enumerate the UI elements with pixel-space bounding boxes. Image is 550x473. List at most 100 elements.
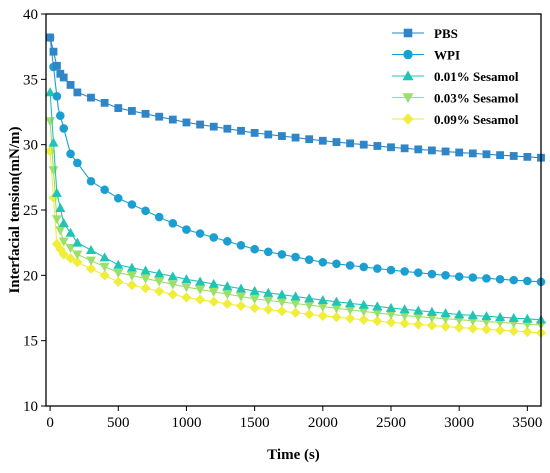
data-point xyxy=(332,138,341,146)
data-point xyxy=(468,149,477,158)
data-point xyxy=(372,315,383,327)
legend-item: WPI xyxy=(392,48,460,63)
data-point xyxy=(481,311,492,321)
data-point xyxy=(345,261,355,270)
data-point xyxy=(55,226,66,236)
data-point xyxy=(440,308,451,318)
data-point xyxy=(222,290,233,300)
data-point xyxy=(276,289,287,299)
data-point xyxy=(141,206,150,216)
data-point xyxy=(263,287,274,297)
data-point xyxy=(385,317,397,328)
data-point xyxy=(441,147,450,156)
data-point xyxy=(509,152,518,160)
data-point xyxy=(167,289,178,300)
data-point xyxy=(413,268,423,278)
data-point xyxy=(128,107,136,115)
data-point xyxy=(182,118,191,127)
data-point xyxy=(126,279,138,291)
data-point xyxy=(195,285,206,295)
data-point xyxy=(222,298,233,309)
x-tick-label: 500 xyxy=(107,415,130,431)
legend-label: 0.03% Sesamol xyxy=(434,91,519,106)
data-point xyxy=(85,244,97,254)
legend-label: 0.01% Sesamol xyxy=(434,69,519,84)
data-point xyxy=(223,124,232,133)
data-point xyxy=(413,305,424,315)
data-point xyxy=(317,295,328,305)
data-point xyxy=(58,217,69,227)
data-point xyxy=(55,202,66,212)
data-point xyxy=(331,312,342,323)
data-point xyxy=(73,88,82,97)
data-point xyxy=(304,255,314,264)
data-point xyxy=(304,293,315,303)
data-point xyxy=(276,306,288,317)
data-point xyxy=(522,313,533,323)
y-tick-label: 25 xyxy=(23,203,38,219)
data-point xyxy=(523,152,532,161)
legend-item: PBS xyxy=(392,26,458,41)
data-point xyxy=(508,312,519,322)
data-point xyxy=(359,262,369,272)
data-point xyxy=(399,318,410,329)
data-point xyxy=(426,306,437,316)
x-tick-label: 2500 xyxy=(376,415,406,431)
data-point xyxy=(508,325,519,337)
data-point xyxy=(154,277,165,287)
data-point xyxy=(126,262,137,272)
data-point xyxy=(249,302,260,314)
data-point xyxy=(113,259,124,269)
data-point xyxy=(345,298,356,308)
legend: PBS WPI 0.01% Sesamol 0.03% Sesamol 0.09% Se… xyxy=(392,26,519,127)
data-point xyxy=(318,136,327,145)
y-tick-label: 30 xyxy=(23,138,38,154)
data-point xyxy=(52,92,62,101)
data-point xyxy=(154,212,164,222)
data-point xyxy=(209,233,219,242)
data-point xyxy=(291,133,300,142)
data-point xyxy=(494,325,506,336)
data-point xyxy=(53,61,61,70)
data-point xyxy=(72,250,83,260)
data-point xyxy=(495,274,505,284)
data-point xyxy=(509,275,519,285)
legend-label: PBS xyxy=(434,26,458,41)
data-point xyxy=(208,296,219,307)
x-tick-label: 3000 xyxy=(444,415,474,431)
data-point xyxy=(45,117,56,127)
data-point xyxy=(414,145,423,154)
data-point xyxy=(66,149,75,159)
data-point xyxy=(372,301,383,311)
data-point xyxy=(208,287,219,297)
series-0-09-sesamol xyxy=(44,146,547,338)
data-point xyxy=(400,144,409,153)
data-point xyxy=(264,130,273,139)
legend-marker xyxy=(403,49,413,60)
data-point xyxy=(72,237,83,247)
data-point xyxy=(399,304,410,314)
y-tick-label: 35 xyxy=(23,72,38,88)
data-point xyxy=(99,252,110,262)
data-point xyxy=(181,283,192,293)
data-point xyxy=(427,269,437,279)
y-tick-label: 20 xyxy=(23,268,38,284)
data-point xyxy=(467,310,478,320)
legend-item: 0.03% Sesamol xyxy=(392,91,519,106)
data-point xyxy=(440,321,451,332)
data-point xyxy=(235,300,247,312)
legend-marker xyxy=(402,70,414,81)
data-point xyxy=(194,294,206,305)
data-point xyxy=(482,150,491,159)
data-point xyxy=(385,302,397,312)
data-point xyxy=(48,166,59,176)
data-point xyxy=(278,132,286,140)
data-point xyxy=(181,274,192,284)
x-tick-label: 0 xyxy=(46,415,54,431)
data-point xyxy=(481,324,492,335)
data-point xyxy=(222,281,233,291)
legend-item: 0.01% Sesamol xyxy=(392,69,519,84)
data-point xyxy=(99,262,110,272)
